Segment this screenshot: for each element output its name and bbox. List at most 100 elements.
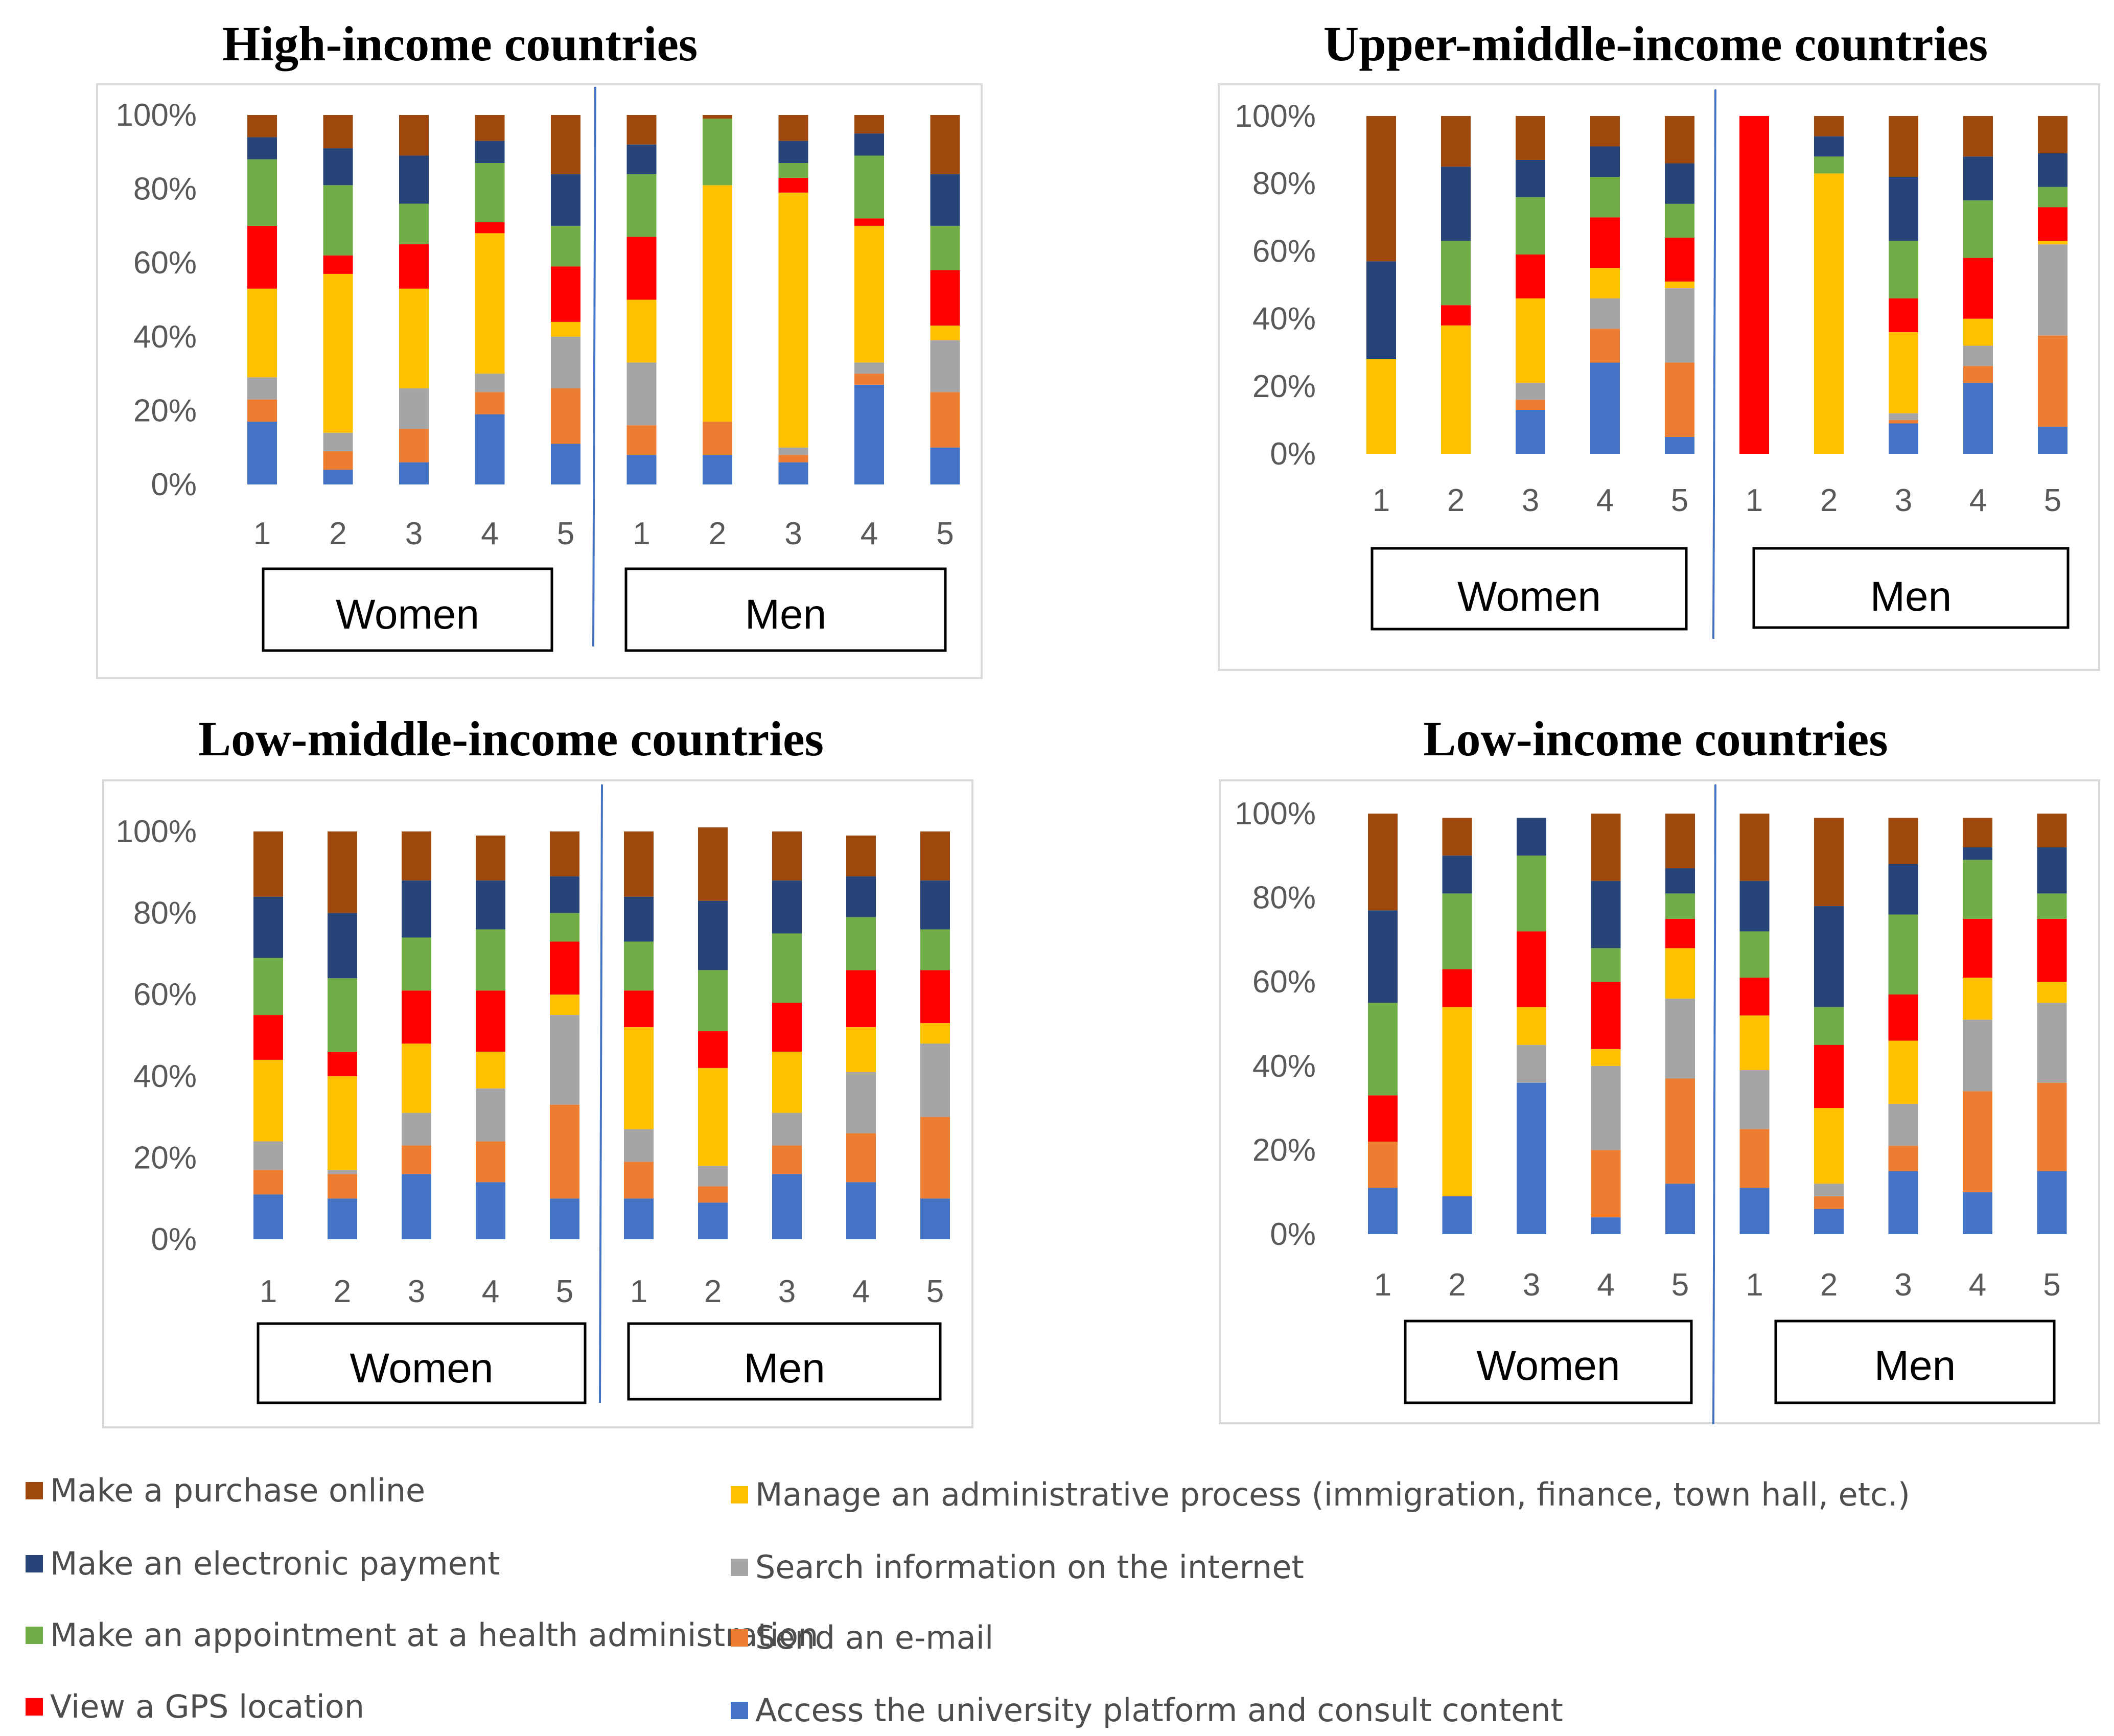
upper-middle-income-bar-payment xyxy=(1441,167,1471,241)
upper-middle-income-bar-admin xyxy=(1665,281,1694,289)
upper-middle-income-bar-gps xyxy=(1963,258,1993,319)
low-middle-income-bar-admin xyxy=(253,1059,283,1142)
low-middle-income-bar-appointment xyxy=(550,913,579,942)
high-income-bar-appointment xyxy=(778,163,808,178)
upper-middle-income-bar-email xyxy=(1516,400,1545,410)
high-income-bar-search xyxy=(323,432,353,451)
low-income-xtick-label: 3 xyxy=(1523,1267,1540,1303)
high-income-bar-email xyxy=(323,451,353,470)
low-income-bar-gps xyxy=(1368,1095,1398,1142)
legend-label-admin: Manage an administrative process (immigr… xyxy=(755,1476,1910,1513)
high-income-xtick-label: 5 xyxy=(557,516,574,551)
upper-middle-income-bar-appointment xyxy=(1665,203,1694,238)
low-income-bar-appointment xyxy=(2037,893,2067,919)
upper-middle-income-bar-purchase xyxy=(2038,116,2067,153)
high-income-bar-appointment xyxy=(399,203,429,245)
low-middle-income-bar-platform xyxy=(698,1202,728,1239)
low-income-bar-payment xyxy=(1442,855,1472,894)
upper-middle-income-bar-purchase xyxy=(1590,116,1620,147)
low-middle-income-bar-platform xyxy=(253,1194,283,1239)
low-middle-income-bar-gps xyxy=(253,1015,283,1060)
low-middle-income-bar-platform xyxy=(476,1182,505,1239)
low-income-group-box-women xyxy=(1404,1320,1693,1404)
high-income-bar-search xyxy=(475,374,505,392)
low-income-bar-search xyxy=(1591,1066,1621,1150)
low-middle-income-ytick-label: 20% xyxy=(133,1140,197,1175)
low-middle-income-bar-purchase xyxy=(920,831,950,881)
low-middle-income-bar-platform xyxy=(328,1198,357,1239)
low-income-bar-payment xyxy=(1517,818,1546,856)
high-income-bar-email xyxy=(703,422,732,455)
legend-swatch-email xyxy=(731,1629,748,1647)
high-income-ytick-label: 60% xyxy=(133,245,197,281)
upper-middle-income-bar-admin xyxy=(1590,268,1620,298)
low-income-bar-purchase xyxy=(1665,814,1695,868)
high-income-bar-admin xyxy=(323,273,353,433)
low-middle-income-bar-email xyxy=(476,1141,505,1183)
upper-middle-income-bar-purchase xyxy=(1814,116,1844,136)
low-income-bar-purchase xyxy=(1814,818,1844,907)
low-income-xtick-label: 1 xyxy=(1746,1267,1763,1303)
upper-middle-income-bar-appointment xyxy=(1814,156,1844,174)
low-middle-income-bar-search xyxy=(624,1129,654,1162)
low-income-bar-gps xyxy=(1888,994,1918,1041)
upper-middle-income-bar-admin xyxy=(2038,241,2067,245)
high-income-bar-admin xyxy=(247,288,277,378)
low-income-bar-email xyxy=(1591,1150,1621,1218)
low-income-bar-gps xyxy=(1814,1045,1844,1108)
low-income-ytick-label: 40% xyxy=(1252,1049,1316,1084)
high-income-bar-payment xyxy=(247,137,277,159)
upper-middle-income-xtick-label: 1 xyxy=(1373,483,1390,518)
high-income-ytick-label: 0% xyxy=(151,467,197,502)
low-middle-income-bar-search xyxy=(550,1015,579,1105)
low-income-bar-appointment xyxy=(1517,855,1546,932)
legend-swatch-gps xyxy=(26,1698,43,1716)
low-middle-income-bar-appointment xyxy=(624,941,654,991)
low-income-bar-gps xyxy=(1963,918,1992,978)
low-income-bar-platform xyxy=(1888,1171,1918,1234)
upper-middle-income-bar-platform xyxy=(1889,423,1918,454)
legend-item-payment: Make an electronic payment xyxy=(26,1545,500,1582)
high-income-bar-search xyxy=(930,340,960,392)
low-income-bar-payment xyxy=(1665,868,1695,894)
upper-middle-income-bar-admin xyxy=(1516,298,1545,383)
low-middle-income-bar-search xyxy=(846,1072,876,1133)
low-middle-income-ytick-label: 40% xyxy=(133,1059,197,1094)
low-middle-income-group-label-women: Women xyxy=(350,1345,493,1392)
low-middle-income-bar-payment xyxy=(328,913,357,979)
high-income-bar-gps xyxy=(247,225,277,289)
low-income-xtick-label: 4 xyxy=(1597,1267,1614,1303)
high-income-group-label-men: Men xyxy=(745,591,827,638)
low-income-ytick-label: 60% xyxy=(1252,964,1316,1000)
low-middle-income-ytick-label: 60% xyxy=(133,977,197,1012)
low-income-bar-gps xyxy=(1517,931,1546,1007)
high-income-bar-admin xyxy=(475,233,505,374)
upper-middle-income-bar-gps xyxy=(1590,217,1620,268)
legend-label-gps: View a GPS location xyxy=(50,1688,365,1725)
low-middle-income-bar-search xyxy=(772,1113,802,1146)
high-income-bar-platform xyxy=(703,455,732,484)
upper-middle-income-bar-gps xyxy=(1889,298,1918,333)
low-income-bar-email xyxy=(1368,1141,1398,1188)
high-income-bar-platform xyxy=(854,384,884,484)
low-income-xtick-label: 2 xyxy=(1820,1267,1838,1303)
upper-middle-income-xtick-label: 5 xyxy=(1671,483,1688,518)
low-middle-income-bar-payment xyxy=(920,880,950,930)
low-income-bar-gps xyxy=(1739,977,1770,1016)
low-income-ytick-label: 20% xyxy=(1252,1132,1316,1168)
upper-middle-income-bar-gps xyxy=(1739,116,1769,454)
legend-label-email: Send an e-mail xyxy=(755,1619,994,1656)
upper-middle-income-bar-admin xyxy=(1366,359,1396,454)
legend-label-platform: Access the university platform and consu… xyxy=(755,1692,1563,1729)
low-income-ytick-label: 100% xyxy=(1235,796,1316,831)
high-income-bar-search xyxy=(551,336,580,389)
upper-middle-income-ytick-label: 60% xyxy=(1252,234,1316,269)
high-income-group-divider xyxy=(592,86,596,647)
low-income-xtick-label: 1 xyxy=(1374,1267,1391,1303)
high-income-xtick-label: 1 xyxy=(633,516,650,551)
high-income-bar-email xyxy=(399,429,429,462)
low-income-bar-admin xyxy=(2037,982,2067,1003)
low-middle-income-bar-gps xyxy=(772,1003,802,1052)
low-income-bar-platform xyxy=(1963,1192,1992,1234)
upper-middle-income-bar-search xyxy=(1516,383,1545,400)
